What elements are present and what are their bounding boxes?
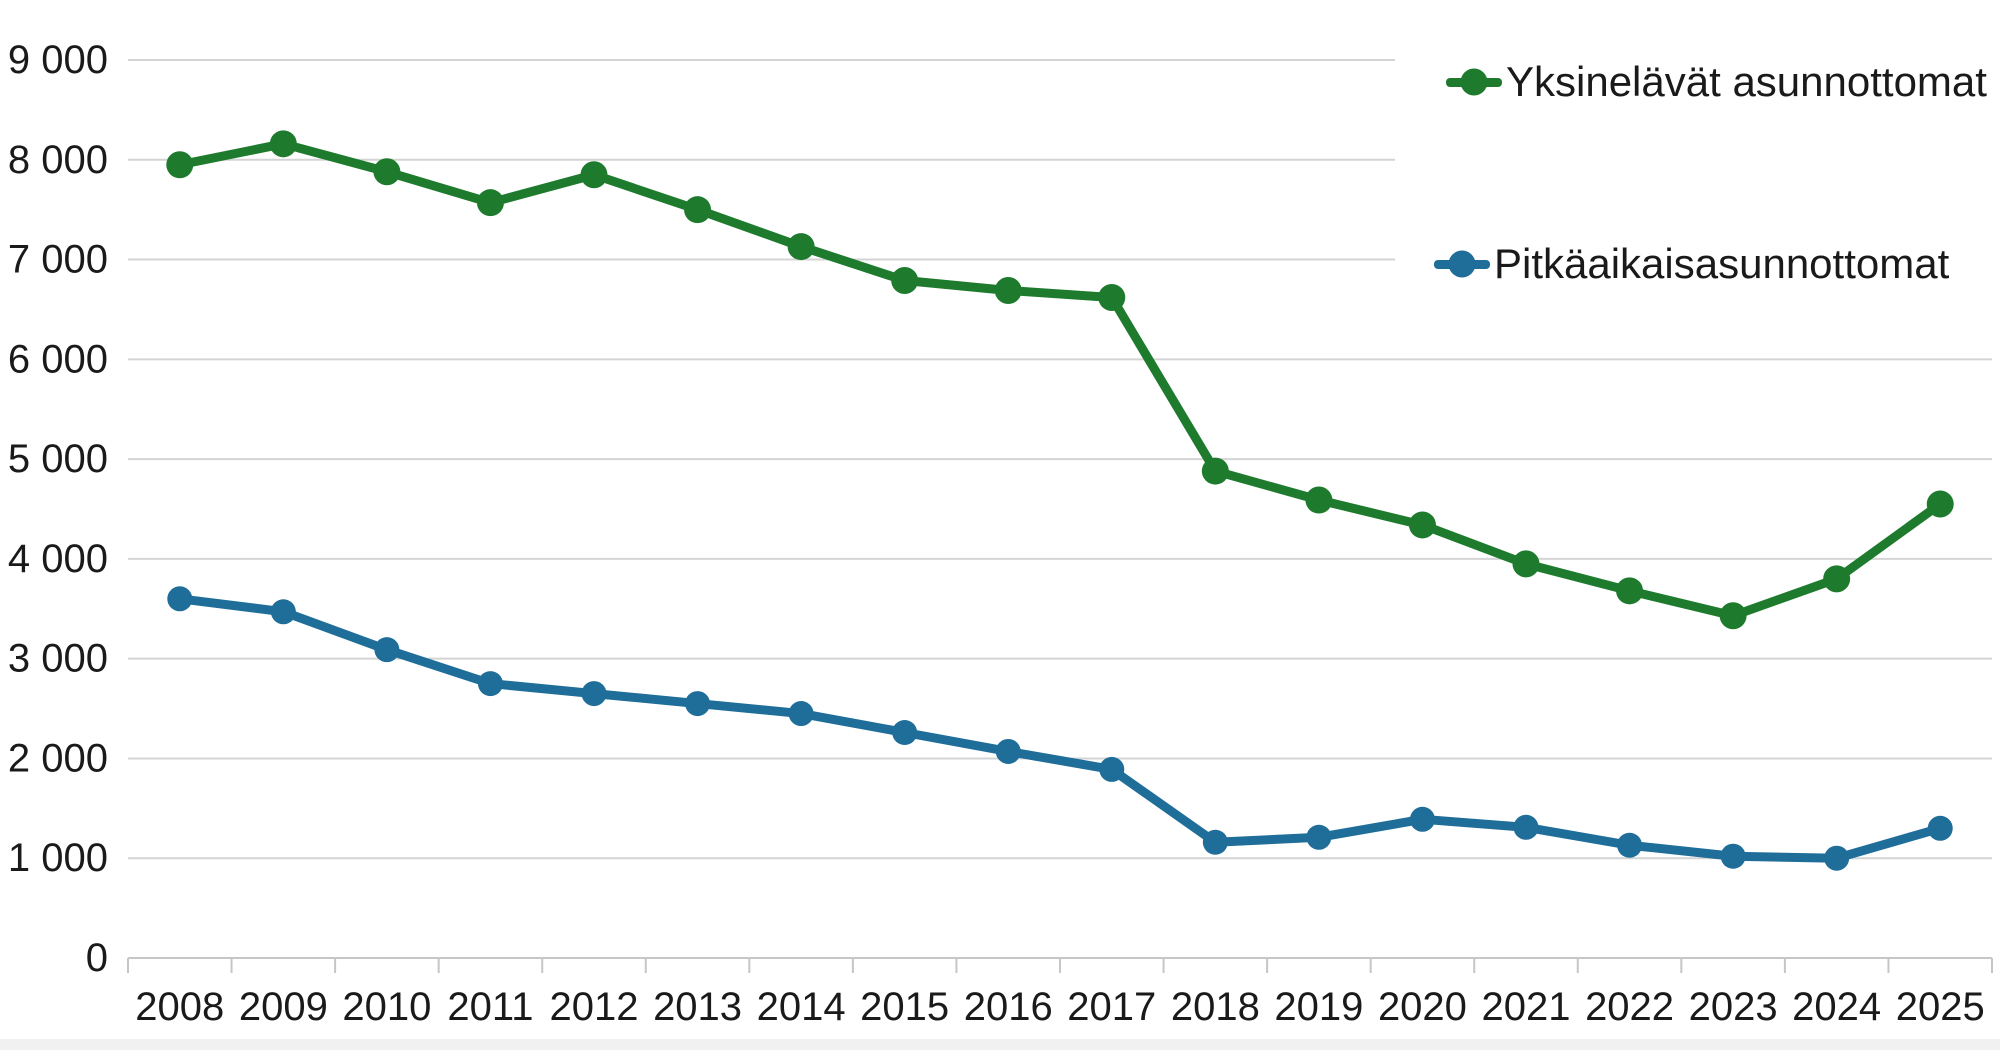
svg-text:2025: 2025 xyxy=(1896,985,1985,1029)
svg-text:2011: 2011 xyxy=(447,985,533,1029)
svg-text:2010: 2010 xyxy=(342,985,431,1029)
legend-line-dot-marker-green xyxy=(1446,77,1502,87)
svg-text:4 000: 4 000 xyxy=(8,537,108,581)
svg-text:3 000: 3 000 xyxy=(8,637,108,681)
legend-label-pitkaaikais: Pitkäaikaisasunnottomat xyxy=(1494,240,1950,287)
svg-text:2022: 2022 xyxy=(1585,985,1674,1029)
legend-label-yksinelavat: Yksinelävät asunnottomat xyxy=(1506,58,1987,105)
legend-item-pitkaaikais: Pitkäaikaisasunnottomat xyxy=(1434,243,1949,285)
svg-text:2023: 2023 xyxy=(1689,985,1778,1029)
svg-text:2008: 2008 xyxy=(135,985,224,1029)
svg-text:2016: 2016 xyxy=(964,985,1053,1029)
svg-text:2009: 2009 xyxy=(239,985,328,1029)
svg-text:2012: 2012 xyxy=(550,985,639,1029)
svg-text:2021: 2021 xyxy=(1482,985,1571,1029)
legend-line-dot-marker-blue xyxy=(1434,259,1490,269)
svg-text:8 000: 8 000 xyxy=(8,138,108,182)
svg-text:2018: 2018 xyxy=(1171,985,1260,1029)
svg-text:2015: 2015 xyxy=(860,985,949,1029)
svg-text:2017: 2017 xyxy=(1067,985,1156,1029)
svg-text:2020: 2020 xyxy=(1378,985,1467,1029)
svg-text:5 000: 5 000 xyxy=(8,437,108,481)
svg-text:2024: 2024 xyxy=(1792,985,1881,1029)
svg-text:6 000: 6 000 xyxy=(8,337,108,381)
legend-item-yksinelavat: Yksinelävät asunnottomat xyxy=(1446,61,1987,103)
page-bottom-strip xyxy=(0,1039,2000,1050)
svg-text:0: 0 xyxy=(86,936,108,980)
svg-text:2019: 2019 xyxy=(1274,985,1363,1029)
svg-text:2 000: 2 000 xyxy=(8,736,108,780)
svg-text:9 000: 9 000 xyxy=(8,38,108,82)
svg-text:7 000: 7 000 xyxy=(8,238,108,282)
svg-text:2014: 2014 xyxy=(757,985,846,1029)
svg-text:1 000: 1 000 xyxy=(8,836,108,880)
svg-text:2013: 2013 xyxy=(653,985,742,1029)
